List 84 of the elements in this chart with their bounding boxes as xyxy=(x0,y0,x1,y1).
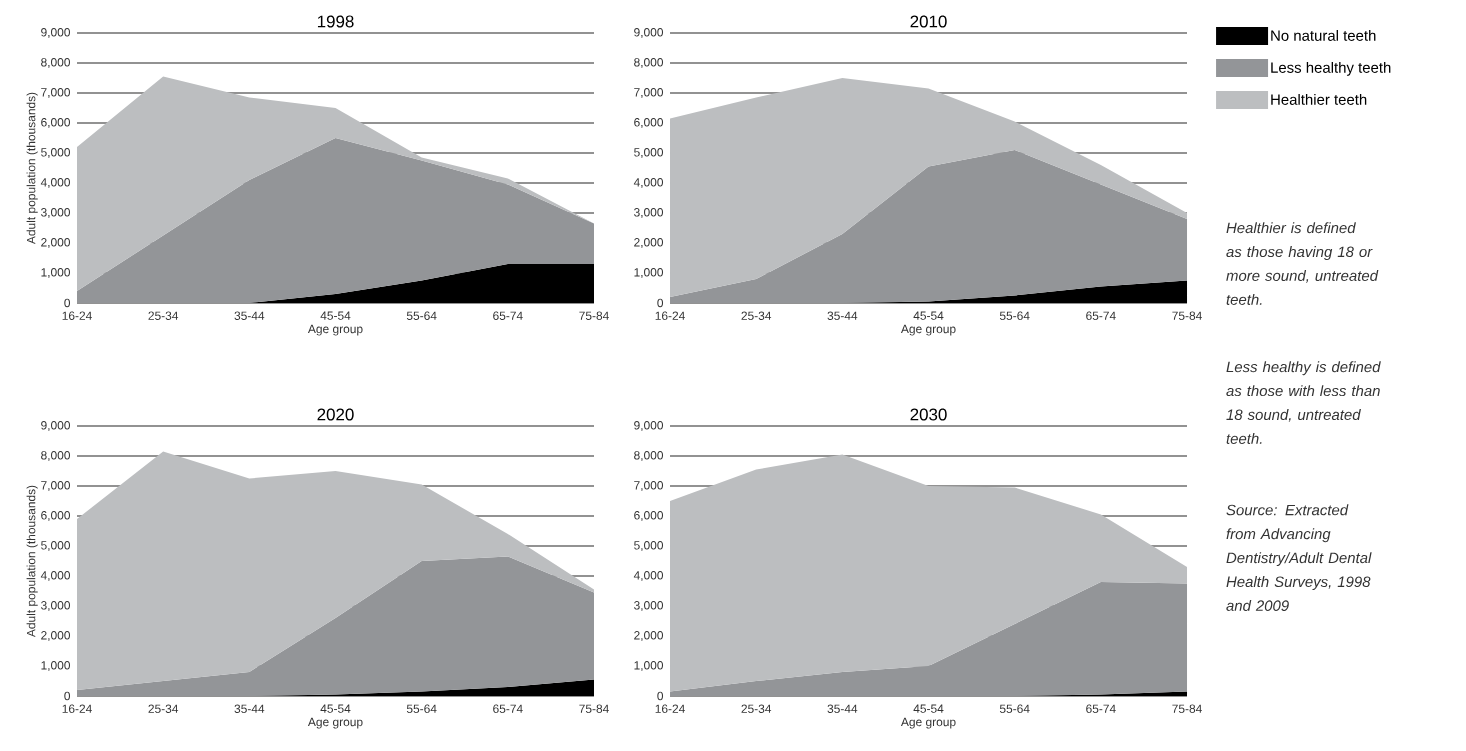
chart-title: 2030 xyxy=(910,408,947,421)
y-tick-label: 9,000 xyxy=(41,421,71,431)
x-tick-label: 65-74 xyxy=(1086,311,1116,320)
y-tick-label: 2,000 xyxy=(634,631,664,641)
y-tick-label: 8,000 xyxy=(41,451,71,461)
y-tick-label: 0 xyxy=(64,298,71,308)
x-tick-label: 45-54 xyxy=(913,311,944,320)
y-tick-label: 6,000 xyxy=(41,511,71,521)
y-tick-label: 7,000 xyxy=(634,481,664,491)
x-tick-label: 75-84 xyxy=(1172,704,1202,713)
x-tick-label: 65-74 xyxy=(1086,704,1116,713)
y-tick-label: 3,000 xyxy=(634,601,664,611)
y-tick-label: 1,000 xyxy=(41,268,71,278)
x-tick-label: 25-34 xyxy=(148,704,179,713)
x-axis-title: Age group xyxy=(900,324,956,336)
y-tick-label: 0 xyxy=(657,691,664,701)
x-axis-title: Age group xyxy=(307,324,363,336)
x-tick-label: 16-24 xyxy=(62,311,92,320)
x-tick-label: 35-44 xyxy=(827,311,858,320)
y-tick-label: 1,000 xyxy=(634,268,664,278)
y-tick-label: 2,000 xyxy=(634,238,664,248)
y-tick-label: 5,000 xyxy=(41,541,71,551)
x-axis-title: Age group xyxy=(307,717,363,729)
y-tick-label: 5,000 xyxy=(634,148,664,158)
y-tick-label: 4,000 xyxy=(40,571,71,581)
y-tick-label: 3,000 xyxy=(634,208,664,218)
y-tick-label: 9,000 xyxy=(41,28,71,38)
x-tick-label: 25-34 xyxy=(148,311,179,320)
y-tick-label: 8,000 xyxy=(634,58,664,68)
x-tick-label: 35-44 xyxy=(234,704,265,713)
x-tick-label: 75-84 xyxy=(579,311,609,320)
y-tick-label: 7,000 xyxy=(41,88,71,98)
text: Healthier is defined as those having 18 or more sound, untreated teeth. xyxy=(1226,222,1379,305)
x-tick-label: 75-84 xyxy=(1172,311,1202,320)
y-axis-title: Adult population (thousands) xyxy=(26,485,38,638)
y-tick-label: 4,000 xyxy=(40,178,71,188)
x-tick-label: 45-54 xyxy=(320,704,351,713)
y-tick-label: 9,000 xyxy=(634,421,664,431)
x-tick-label: 55-64 xyxy=(406,311,437,320)
x-tick-label: 35-44 xyxy=(234,311,265,320)
x-tick-label: 55-64 xyxy=(406,704,437,713)
source-note: Source: Extracted from Advancing Dentistry/Adult Dental Health Surveys, 1998 and 2009 xyxy=(1226,504,1372,611)
y-tick-label: 8,000 xyxy=(41,58,71,68)
y-tick-label: 6,000 xyxy=(634,118,664,128)
x-tick-label: 25-34 xyxy=(741,311,772,320)
x-tick-label: 65-74 xyxy=(493,311,523,320)
y-tick-label: 4,000 xyxy=(633,571,664,581)
y-tick-label: 6,000 xyxy=(634,511,664,521)
y-tick-label: 8,000 xyxy=(634,451,664,461)
y-tick-label: 9,000 xyxy=(634,28,664,38)
x-tick-label: 55-64 xyxy=(999,311,1030,320)
y-tick-label: 3,000 xyxy=(41,601,71,611)
x-tick-label: 16-24 xyxy=(62,704,92,713)
legend-label: Less healthy teeth xyxy=(1271,61,1391,76)
legend-label: No natural teeth xyxy=(1271,29,1376,41)
chart-title: 2010 xyxy=(910,15,947,28)
legend-label: Healthier teeth xyxy=(1271,93,1367,105)
x-tick-label: 55-64 xyxy=(999,704,1030,713)
x-axis-title: Age group xyxy=(900,717,956,729)
text: Less healthy is defined as those with less than 18 sound, untreated teeth. xyxy=(1226,361,1381,444)
x-tick-label: 16-24 xyxy=(655,704,685,713)
x-tick-label: 45-54 xyxy=(913,704,944,713)
x-tick-label: 25-34 xyxy=(741,704,772,713)
y-tick-label: 0 xyxy=(657,298,664,308)
chart-title: 1998 xyxy=(317,15,354,28)
y-tick-label: 4,000 xyxy=(633,178,664,188)
y-tick-label: 2,000 xyxy=(41,631,71,641)
y-tick-label: 3,000 xyxy=(41,208,71,218)
x-tick-label: 65-74 xyxy=(493,704,523,713)
y-tick-label: 5,000 xyxy=(634,541,664,551)
y-tick-label: 7,000 xyxy=(634,88,664,98)
y-tick-label: 0 xyxy=(64,691,71,701)
x-tick-label: 35-44 xyxy=(827,704,858,713)
y-axis-title: Adult population (thousands) xyxy=(26,92,38,245)
y-tick-label: 6,000 xyxy=(41,118,71,128)
x-tick-label: 45-54 xyxy=(320,311,351,320)
y-tick-label: 5,000 xyxy=(41,148,71,158)
y-tick-label: 1,000 xyxy=(634,661,664,671)
chart-title: 2020 xyxy=(317,408,354,421)
x-tick-label: 16-24 xyxy=(655,311,685,320)
y-tick-label: 7,000 xyxy=(41,481,71,491)
x-tick-label: 75-84 xyxy=(579,704,609,713)
y-tick-label: 1,000 xyxy=(41,661,71,671)
y-tick-label: 2,000 xyxy=(41,238,71,248)
